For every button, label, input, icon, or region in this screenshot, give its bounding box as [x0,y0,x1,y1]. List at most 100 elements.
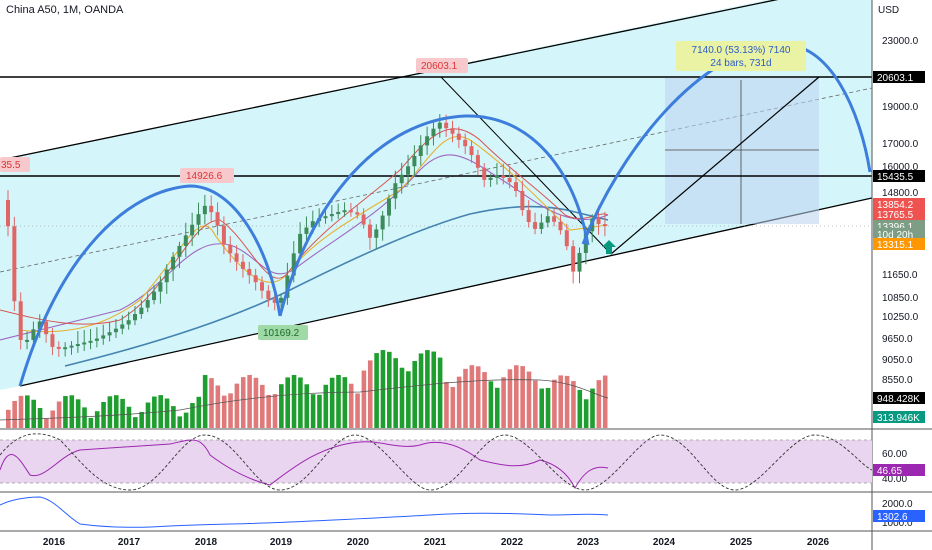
candle-body [183,235,188,246]
volume-bar [18,395,24,428]
volume-bar [558,375,564,428]
price-label-text: 46.65 [877,466,902,477]
volume-bar [387,351,392,428]
volume-bar [247,375,252,428]
volume-bar [520,366,525,428]
rsi-cycle-line [0,433,872,491]
candle-body [196,214,201,225]
volume-bar [190,403,195,428]
candle-body [469,146,474,156]
price-label-badge [873,228,925,240]
volume-bar [6,409,11,428]
year-tick-label: 2022 [501,537,524,548]
volume-bar [469,365,475,428]
volume-bar [63,396,68,428]
volume-bar [221,395,227,428]
volume-bar [94,411,100,428]
candle-body [228,244,233,254]
volume-bar [317,394,322,428]
volume-bar [120,398,125,428]
up-arrow-icon [602,240,616,254]
year-tick-label: 2016 [43,537,66,548]
candle-body [202,205,207,215]
time-axis[interactable]: 2016 2017 2018 2019 2020 2021 2022 2023 2024 2025… [43,537,830,548]
price-tick-label: 10850.0 [882,293,919,304]
candle-body [171,256,176,270]
price-label-badge [873,392,925,404]
price-tick-label: 11650.0 [882,270,918,281]
price-tick-label: 9050.0 [882,355,913,366]
cycle-arc-2 [278,114,590,317]
candle-body [425,136,430,146]
price-label-text: 20603.1 [877,73,914,84]
candle-body [367,224,372,238]
candle-body [304,227,309,234]
price-label-badge [873,411,925,423]
channel-lower-line [19,197,872,387]
candle-body [406,166,411,175]
volume-bar [291,375,297,428]
volume-bar [367,360,373,428]
candle-body [552,216,557,222]
price-axis[interactable]: USD23000.021000.019000.017000.016000.014… [873,5,925,529]
candle-body [399,174,404,184]
volume-bar [564,375,570,428]
volume-bar [56,401,62,428]
volume-bar [412,361,417,428]
volume-bar [571,381,576,428]
indicator-pane[interactable] [0,496,609,528]
volume-bar [590,388,595,428]
volume-bar [393,358,398,428]
candle-body [329,214,334,217]
candle-body [380,215,385,230]
volume-bar [488,381,494,428]
volume-bar [514,365,519,428]
candle-body [387,198,391,216]
candle-body [164,269,169,283]
price-tick-label: 10250.0 [882,312,919,323]
candle-body [50,334,55,347]
volume-bar [545,387,551,428]
candle-body [272,299,277,303]
candle-body [253,275,258,283]
candle-body [69,345,74,348]
candle-body [190,224,195,236]
volume-bar [139,411,144,428]
candle-body [12,226,17,302]
candle-body [37,321,42,330]
volume-bar [75,399,81,428]
price-label-text: 948.428K [877,394,920,405]
indicator-tick-label: 1000.0 [882,518,913,529]
volume-bar [133,417,138,428]
candle-body [234,253,239,262]
volume-bar [336,375,341,428]
volume-bar [342,377,348,428]
candle-body [475,155,480,168]
volume-bar [552,379,557,428]
volume-bar [279,384,284,428]
candle-body [209,205,214,213]
price-label-text: 13396.1 [877,222,914,233]
volume-bar [113,395,119,428]
volume-bars [0,350,609,428]
volume-bar [602,375,608,428]
channel-fill [0,0,872,390]
candle-body [113,328,118,333]
annotation-labels: 35.5 20603.1 14926.6 10169.2 7140.0 (53.… [0,41,806,340]
volume-ma-line [0,379,609,421]
candle-body [431,128,436,137]
candle-body [463,139,468,147]
volume-bar [323,384,329,428]
candle-body [361,214,366,225]
price-label-badge [873,208,925,220]
volume-bar [285,377,290,428]
volume-bar [583,399,589,428]
volume-bar [240,377,246,428]
candle-body [412,156,417,167]
rsi-pane[interactable] [0,433,872,491]
candle-body [437,122,442,129]
candle-body [571,246,576,272]
candle-body [336,211,341,215]
candle-body [215,212,220,226]
